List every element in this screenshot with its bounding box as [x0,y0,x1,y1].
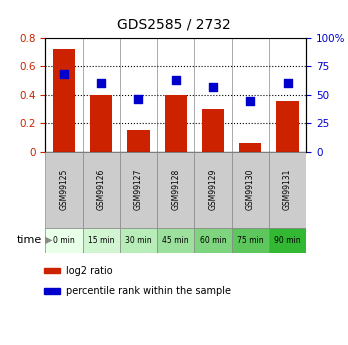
Bar [232,152,269,228]
Text: GSM99131: GSM99131 [283,169,292,210]
Point [136,97,141,102]
Text: 30 min: 30 min [125,236,152,245]
Text: percentile rank within the sample: percentile rank within the sample [66,286,231,296]
Bar [232,228,269,253]
Text: GSM99125: GSM99125 [60,169,69,210]
Bar [195,152,232,228]
Text: ▶: ▶ [45,235,52,245]
Point [173,77,179,83]
Bar [82,152,120,228]
Text: GSM99128: GSM99128 [171,169,180,210]
Text: log2 ratio: log2 ratio [66,266,112,276]
Bar [239,143,261,152]
Text: GSM99126: GSM99126 [97,169,106,210]
Bar [195,228,232,253]
Text: GSM99129: GSM99129 [208,169,218,210]
Bar [165,95,187,152]
Bar [53,49,75,152]
Text: 60 min: 60 min [200,236,226,245]
Bar [269,152,306,228]
Text: GDS2585 / 2732: GDS2585 / 2732 [117,17,231,31]
Bar [120,152,157,228]
Bar [157,228,195,253]
Bar [45,228,82,253]
Bar [45,152,82,228]
Bar [82,228,120,253]
Bar [276,101,299,152]
Text: 15 min: 15 min [88,236,114,245]
Bar [127,130,150,152]
Text: 75 min: 75 min [237,236,264,245]
Point [98,81,104,86]
Text: 45 min: 45 min [163,236,189,245]
Bar [120,228,157,253]
Point [210,84,216,90]
Point [61,72,67,77]
Bar [44,288,60,294]
Point [285,81,290,86]
Bar [269,228,306,253]
Text: 90 min: 90 min [274,236,301,245]
Text: GSM99130: GSM99130 [246,169,255,210]
Bar [202,109,224,152]
Text: time: time [16,235,42,245]
Text: 0 min: 0 min [53,236,75,245]
Bar [44,268,60,273]
Text: GSM99127: GSM99127 [134,169,143,210]
Point [247,98,253,104]
Bar [157,152,195,228]
Bar [90,95,112,152]
